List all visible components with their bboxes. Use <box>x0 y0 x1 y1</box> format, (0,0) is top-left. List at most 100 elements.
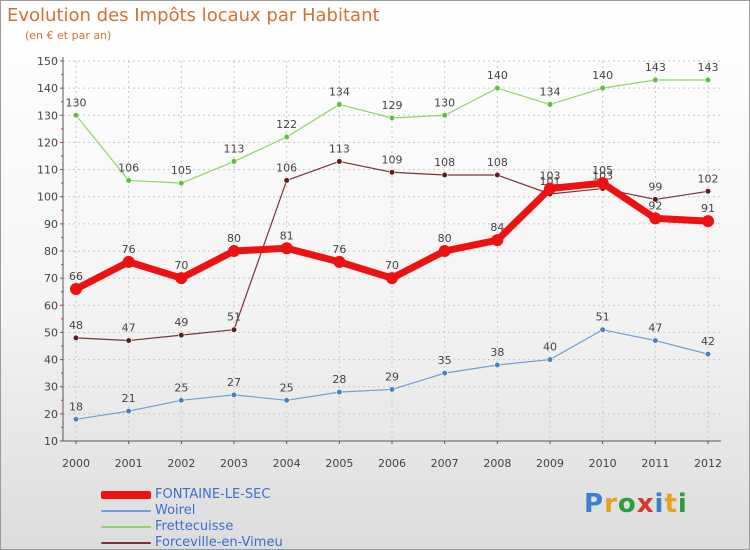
data-label-forceville-en-vimeu: 103 <box>592 170 613 183</box>
y-tick-label: 50 <box>44 326 58 339</box>
data-point-frettecuisse <box>704 76 712 84</box>
y-tick-label: 70 <box>44 272 58 285</box>
data-label-fontaine-le-sec: 70 <box>385 259 399 272</box>
data-point-woirel <box>72 416 80 423</box>
x-tick-label: 2000 <box>62 457 90 470</box>
data-label-frettecuisse: 134 <box>329 85 350 98</box>
x-tick-label: 2004 <box>273 457 301 470</box>
logo-letter: t <box>664 489 678 519</box>
data-point-frettecuisse <box>652 76 659 84</box>
logo-letter: x <box>636 489 655 519</box>
data-point-forceville-en-vimeu <box>704 188 712 195</box>
y-tick-label: 10 <box>44 435 58 448</box>
data-label-fontaine-le-sec: 103 <box>540 170 561 183</box>
data-point-forceville-en-vimeu <box>441 171 448 179</box>
legend-label: FONTAINE-LE-SEC <box>155 487 271 502</box>
data-point-frettecuisse <box>178 180 185 187</box>
data-label-woirel: 51 <box>596 311 610 324</box>
data-label-forceville-en-vimeu: 47 <box>122 322 136 335</box>
data-point-frettecuisse <box>494 85 501 92</box>
data-label-forceville-en-vimeu: 113 <box>329 142 350 155</box>
y-tick-label: 30 <box>44 381 58 394</box>
data-label-frettecuisse: 130 <box>434 96 455 109</box>
data-point-forceville-en-vimeu <box>230 326 238 333</box>
data-point-fontaine-le-sec <box>596 177 609 190</box>
data-label-frettecuisse: 129 <box>382 99 403 112</box>
data-point-forceville-en-vimeu <box>283 177 290 184</box>
data-point-woirel <box>230 391 238 398</box>
data-label-forceville-en-vimeu: 49 <box>174 316 188 329</box>
data-point-woirel <box>546 356 554 363</box>
data-label-fontaine-le-sec: 91 <box>701 202 715 215</box>
logo-letter: o <box>617 489 637 519</box>
data-label-fontaine-le-sec: 76 <box>332 243 346 256</box>
y-tick-label: 100 <box>37 191 58 204</box>
data-label-forceville-en-vimeu: 109 <box>382 153 403 166</box>
data-label-woirel: 29 <box>385 370 399 383</box>
data-point-woirel <box>283 397 290 404</box>
legend-label: Woirel <box>155 503 196 518</box>
logo-letter: P <box>584 489 605 519</box>
data-point-fontaine-le-sec <box>122 255 135 268</box>
x-tick-label: 2007 <box>431 457 459 470</box>
data-label-fontaine-le-sec: 80 <box>438 232 452 245</box>
x-tick-label: 2003 <box>220 457 248 470</box>
data-point-fontaine-le-sec <box>544 182 556 195</box>
data-label-frettecuisse: 113 <box>224 142 245 155</box>
legend-swatch <box>101 526 151 528</box>
data-point-fontaine-le-sec <box>386 272 398 285</box>
data-label-woirel: 35 <box>438 354 452 367</box>
x-tick-label: 2012 <box>694 457 722 470</box>
data-label-forceville-en-vimeu: 48 <box>69 319 83 332</box>
data-label-frettecuisse: 130 <box>66 96 87 109</box>
data-label-frettecuisse: 143 <box>698 61 719 74</box>
x-tick-label: 2006 <box>378 457 406 470</box>
data-point-woirel <box>441 370 448 377</box>
data-point-frettecuisse <box>336 101 343 108</box>
data-label-frettecuisse: 122 <box>276 118 297 131</box>
data-label-woirel: 40 <box>543 341 557 354</box>
data-point-frettecuisse <box>599 85 606 92</box>
data-label-frettecuisse: 140 <box>592 69 613 82</box>
data-point-fontaine-le-sec <box>649 212 662 225</box>
data-label-frettecuisse: 106 <box>118 161 139 174</box>
logo-letter: i <box>677 489 688 519</box>
data-point-frettecuisse <box>546 101 554 108</box>
x-tick-label: 2002 <box>167 457 195 470</box>
y-tick-label: 90 <box>44 218 58 231</box>
data-label-woirel: 38 <box>490 346 504 359</box>
y-tick-label: 120 <box>37 136 58 149</box>
data-label-forceville-en-vimeu: 102 <box>698 172 719 185</box>
data-point-fontaine-le-sec <box>70 283 82 295</box>
legend-label: Forceville-en-Vimeu <box>155 535 283 550</box>
y-tick-label: 40 <box>44 354 58 367</box>
data-point-forceville-en-vimeu <box>72 334 80 341</box>
data-point-fontaine-le-sec <box>438 245 451 257</box>
data-point-fontaine-le-sec <box>175 272 188 285</box>
y-tick-label: 110 <box>37 164 58 177</box>
data-label-woirel: 42 <box>701 335 715 348</box>
x-tick-label: 2011 <box>641 457 669 470</box>
data-point-frettecuisse <box>283 133 290 141</box>
data-label-woirel: 25 <box>280 381 294 394</box>
legend-swatch <box>101 510 151 512</box>
data-label-forceville-en-vimeu: 108 <box>487 156 508 169</box>
y-tick-label: 140 <box>37 82 58 95</box>
x-tick-label: 2009 <box>536 457 564 470</box>
data-point-fontaine-le-sec <box>280 242 293 255</box>
data-label-forceville-en-vimeu: 51 <box>227 311 241 324</box>
data-label-woirel: 27 <box>227 376 241 389</box>
data-point-woirel <box>494 361 501 369</box>
data-point-frettecuisse <box>388 114 396 122</box>
data-point-woirel <box>388 386 396 393</box>
data-point-forceville-en-vimeu <box>494 171 501 179</box>
y-tick-label: 150 <box>37 55 58 68</box>
data-label-woirel: 18 <box>69 400 83 413</box>
data-point-forceville-en-vimeu <box>336 158 343 165</box>
legend-swatch <box>101 542 151 544</box>
data-point-forceville-en-vimeu <box>178 332 185 339</box>
data-label-frettecuisse: 143 <box>645 61 666 74</box>
data-point-forceville-en-vimeu <box>652 196 659 203</box>
